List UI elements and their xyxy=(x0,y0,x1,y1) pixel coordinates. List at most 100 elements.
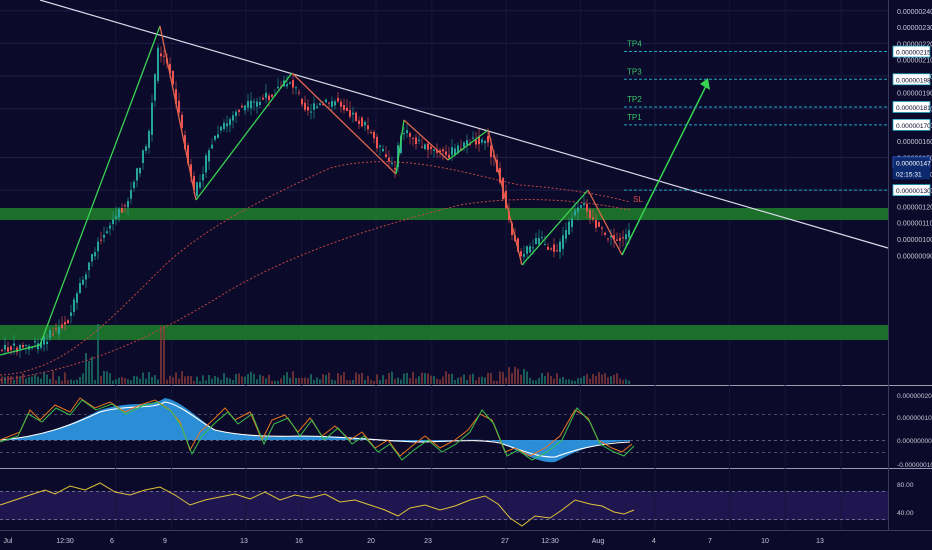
candle-body xyxy=(454,148,456,156)
candle-body xyxy=(97,241,99,252)
price-pane[interactable] xyxy=(0,0,888,385)
volume-bar xyxy=(226,377,228,384)
candle-body xyxy=(139,168,141,174)
candle-body xyxy=(295,87,297,89)
rsi-band xyxy=(0,491,888,520)
candle-body xyxy=(82,279,84,285)
volume-bar xyxy=(331,379,333,384)
projection-line[interactable] xyxy=(621,81,709,256)
wave-down-leg-3[interactable] xyxy=(403,119,449,161)
time-tick-label: 20 xyxy=(367,538,375,545)
volume-bar xyxy=(370,379,372,384)
candle-body xyxy=(214,135,216,140)
candle-body xyxy=(127,200,129,208)
wave-up-legs[interactable] xyxy=(0,25,161,356)
candle-body xyxy=(586,204,588,212)
time-tick-label: 13 xyxy=(240,538,248,545)
wave-down-leg-2[interactable] xyxy=(291,72,397,175)
volume-bar xyxy=(466,380,468,384)
time-axis[interactable]: Jul 12:30 6 9 13 16 20 23 27 12:30 Aug 4 7 10 13 xyxy=(4,538,824,545)
volume-bar xyxy=(406,373,408,384)
candle-body xyxy=(277,86,279,89)
candle-body xyxy=(52,334,54,336)
volume-bar xyxy=(445,371,447,384)
price-tag-label: 0.00000170 xyxy=(896,123,931,130)
volume-bar xyxy=(430,375,432,384)
volume-bar xyxy=(13,379,15,384)
volume-bar xyxy=(448,373,450,384)
volume-bar xyxy=(40,378,42,384)
volume-bar xyxy=(340,375,342,384)
level-label: SL xyxy=(633,195,643,204)
wave-up-leg-5[interactable] xyxy=(521,189,589,266)
candle-body xyxy=(40,342,42,348)
candle-body xyxy=(205,155,207,173)
candle-body xyxy=(568,221,570,235)
volume-bar xyxy=(586,373,588,384)
volume-bar xyxy=(199,380,201,384)
volume-bar xyxy=(247,373,249,384)
volume-bar xyxy=(607,377,609,384)
level-label: TP1 xyxy=(627,113,642,122)
descending-trendline[interactable] xyxy=(39,0,889,249)
volume-bar xyxy=(307,378,309,384)
candle-body xyxy=(319,103,321,105)
volume-bar xyxy=(112,380,114,384)
candle-body xyxy=(556,250,558,252)
volume-bar xyxy=(556,373,558,384)
volume-bar xyxy=(154,375,156,384)
candle-body xyxy=(172,70,174,85)
wave-up-leg-4[interactable] xyxy=(447,129,489,161)
volume-bar xyxy=(166,379,168,384)
wave-up-leg-2[interactable] xyxy=(195,72,293,201)
price-axis[interactable]: 0.00000240 0.00000230 0.00000220 0.00000210… xyxy=(892,9,932,260)
candle-body xyxy=(619,237,621,241)
level-label: TP3 xyxy=(627,67,642,76)
candle-body xyxy=(301,98,303,105)
candle-body xyxy=(406,130,408,134)
candle-body xyxy=(190,164,192,177)
oscillator-tick-label: -0.00000010 xyxy=(897,462,932,469)
volume-bar xyxy=(118,377,120,384)
candle-body xyxy=(178,100,180,113)
time-axis-bar[interactable] xyxy=(0,530,932,550)
candle-body xyxy=(610,235,612,238)
wave-down-leg-1[interactable] xyxy=(159,25,197,201)
candle-body xyxy=(259,101,261,105)
rsi-axis[interactable]: 80.00 40.00 xyxy=(897,482,914,517)
candle-body xyxy=(445,151,447,155)
candle-body xyxy=(4,344,6,350)
candle-body xyxy=(487,135,489,143)
volume-bar xyxy=(457,377,459,384)
price-tick-label: 0.00000230 xyxy=(897,25,932,32)
volume-bar xyxy=(283,375,285,384)
volume-bar xyxy=(601,374,603,384)
candle-body xyxy=(439,150,441,153)
candle-body xyxy=(100,239,102,241)
volume-bar xyxy=(175,372,177,384)
volume-bar xyxy=(172,377,174,384)
candle-body xyxy=(613,235,615,240)
wave-up-leg-3[interactable] xyxy=(395,119,405,175)
candle-body xyxy=(292,80,294,88)
volume-bar xyxy=(256,379,258,384)
candle-body xyxy=(403,132,405,134)
volume-bar xyxy=(583,375,585,384)
time-tick-label: 10 xyxy=(761,538,769,545)
candle-body xyxy=(76,293,78,303)
volume-bar xyxy=(211,378,213,384)
volume-bar xyxy=(97,324,99,384)
volume-bar xyxy=(298,377,300,384)
candle-body xyxy=(484,141,486,144)
level-label: TP2 xyxy=(627,95,642,104)
candle-body xyxy=(304,102,306,110)
volume-bar xyxy=(214,376,216,384)
wave-down-leg-5[interactable] xyxy=(587,189,623,256)
candle-body xyxy=(481,139,483,143)
wave-down-leg-4[interactable] xyxy=(487,129,523,266)
oscillator-tick-label: 0.00000020 xyxy=(897,393,932,400)
volume-bar xyxy=(520,374,522,384)
projection-arrowhead xyxy=(700,78,710,90)
oscillator-axis[interactable]: 0.00000020 0.00000010 0.00000000 -0.0000001… xyxy=(897,393,932,469)
